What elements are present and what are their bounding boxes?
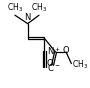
Text: CH$_3$: CH$_3$: [7, 2, 23, 14]
Text: O: O: [46, 59, 53, 68]
Text: O: O: [63, 46, 69, 55]
Text: C$^-$: C$^-$: [47, 62, 60, 73]
Text: CH$_3$: CH$_3$: [72, 58, 88, 71]
Text: N$^+$: N$^+$: [47, 45, 60, 57]
Text: N: N: [25, 13, 31, 22]
Text: CH$_3$: CH$_3$: [31, 2, 47, 14]
